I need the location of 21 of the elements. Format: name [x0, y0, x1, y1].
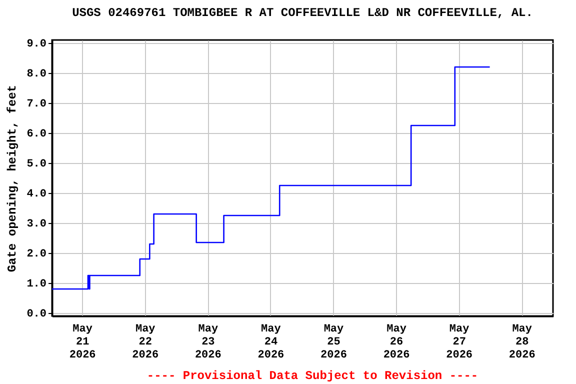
y-tick-label: 3.0 — [26, 218, 46, 230]
x-tick-label: May 21 2026 — [69, 324, 96, 362]
chart-title: USGS 02469761 TOMBIGBEE R AT COFFEEVILLE L&D NR COFFEEVILLE, AL. — [72, 6, 533, 20]
x-tick-label: May 24 2026 — [258, 324, 284, 362]
y-tick-label: 6.0 — [26, 128, 46, 140]
y-tick-label: 8.0 — [26, 68, 46, 80]
y-tick-label: 4.0 — [26, 188, 46, 200]
x-tick-label: May 26 2026 — [383, 324, 410, 362]
y-tick-label: 2.0 — [26, 248, 46, 260]
text: ---- Provisional Data Subject to Revision ---- — [146, 369, 478, 383]
y-tick-label: 1.0 — [26, 278, 46, 290]
y-axis-title: Gate opening, height, feet — [6, 84, 20, 272]
x-tick-label: May 25 2026 — [320, 324, 347, 362]
y-tick-label: 0.0 — [26, 308, 46, 320]
y-tick-label: 7.0 — [26, 98, 46, 110]
y-tick-label: 5.0 — [26, 158, 46, 170]
y-tick-label: 9.0 — [26, 38, 46, 50]
x-tick-label: May 23 2026 — [194, 324, 222, 362]
x-tick-label: May 27 2026 — [446, 324, 473, 362]
x-tick-label: May 28 2026 — [508, 324, 536, 362]
x-tick-label: May 22 2026 — [132, 324, 159, 362]
